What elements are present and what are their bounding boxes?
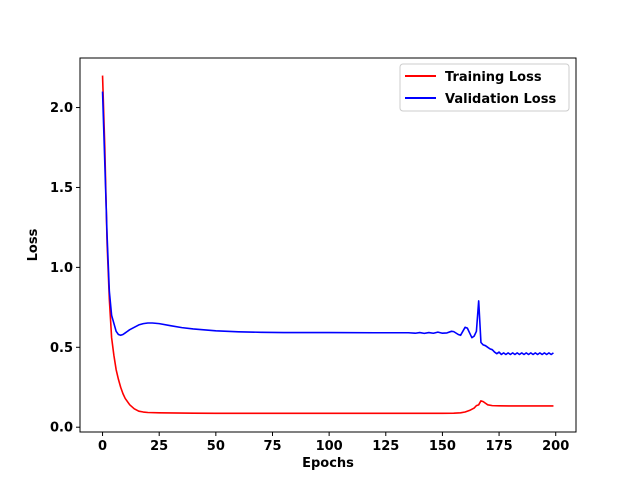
x-tick-label: 75 xyxy=(263,439,281,454)
y-tick-label: 0.0 xyxy=(50,421,73,436)
series-line-validation-loss xyxy=(101,91,554,356)
legend: Training Loss Validation Loss xyxy=(399,63,570,112)
y-tick-label: 0.5 xyxy=(50,341,73,356)
legend-box xyxy=(399,63,570,112)
axes xyxy=(79,57,577,433)
x-tick-label: 150 xyxy=(429,439,456,454)
y-tick-label: 2.0 xyxy=(50,101,73,116)
series-line-training-loss xyxy=(101,75,554,415)
x-tick-label: 175 xyxy=(486,439,513,454)
x-axis-label: Epochs xyxy=(302,456,354,471)
x-tick-label: 0 xyxy=(98,439,107,454)
plot-frame xyxy=(79,57,577,433)
ticks: 0 25 50 75 100 125 150 175 200 0.0 0.5 1.0 1.5 2.0 xyxy=(50,101,569,454)
x-tick-label: 125 xyxy=(372,439,399,454)
x-tick-label: 25 xyxy=(150,439,168,454)
series-lines xyxy=(101,75,554,415)
legend-label-validation-loss: Validation Loss xyxy=(445,92,556,107)
legend-label-training-loss: Training Loss xyxy=(445,70,542,85)
y-tick-label: 1.0 xyxy=(50,261,73,276)
x-tick-label: 100 xyxy=(316,439,343,454)
y-axis-label: Loss xyxy=(26,228,41,261)
x-tick-label: 200 xyxy=(542,439,569,454)
y-tick-label: 1.5 xyxy=(50,181,73,196)
x-tick-label: 50 xyxy=(207,439,225,454)
